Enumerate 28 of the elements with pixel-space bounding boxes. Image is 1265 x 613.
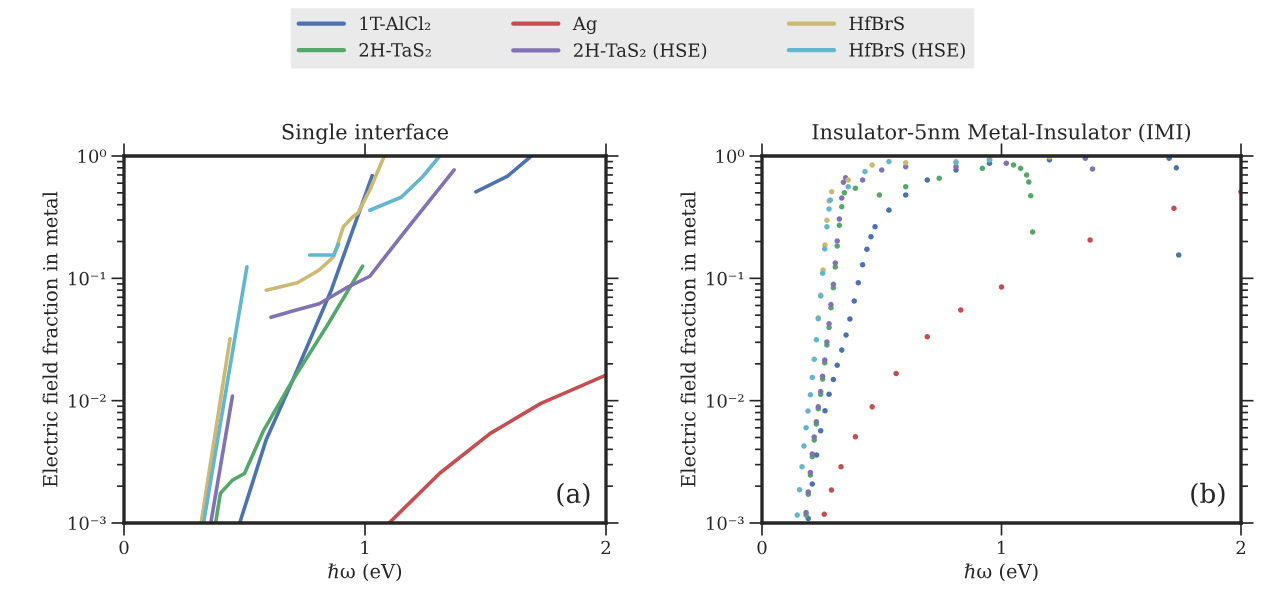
y-axis-title: Electric field fraction in metal bbox=[680, 191, 696, 487]
x-tick-label: 2 bbox=[1236, 540, 1245, 555]
x-tick-label: 1 bbox=[997, 540, 1005, 555]
y-tick-label: 10⁰ bbox=[78, 149, 107, 164]
x-tick-label: 0 bbox=[119, 540, 129, 555]
chart-title: Single interface bbox=[282, 123, 449, 144]
x-tick-label: 0 bbox=[757, 540, 767, 555]
y-tick-label: 10⁰ bbox=[716, 149, 745, 164]
legend-label: 2H-TaS₂ bbox=[359, 43, 431, 57]
y-axis-title: Electric field fraction in metal bbox=[42, 191, 58, 487]
x-tick-label: 1 bbox=[361, 540, 369, 555]
y-tick-label: 10⁻¹ bbox=[69, 271, 106, 286]
y-tick-label: 10⁻³ bbox=[707, 516, 744, 531]
legend-label: HfBrS bbox=[849, 16, 904, 31]
annotation: (a) bbox=[557, 482, 590, 507]
legend-label: 1T-AlCl₂ bbox=[360, 16, 431, 31]
annotation: (b) bbox=[1191, 482, 1225, 507]
y-tick-label: 10⁻¹ bbox=[707, 271, 744, 286]
y-tick-label: 10⁻³ bbox=[69, 516, 106, 531]
x-axis-title: ℏω (eV) bbox=[964, 563, 1038, 582]
legend-label: HfBrS (HSE) bbox=[849, 42, 965, 60]
x-tick-label: 2 bbox=[601, 540, 610, 555]
x-axis-title: ℏω (eV) bbox=[328, 563, 402, 582]
y-tick-label: 10⁻² bbox=[69, 394, 106, 408]
legend-label: Ag bbox=[572, 16, 597, 34]
legend-label: 2H-TaS₂ (HSE) bbox=[574, 43, 707, 60]
y-tick-label: 10⁻² bbox=[707, 394, 744, 408]
chart-title: Insulator-5nm Metal-Insulator (IMI) bbox=[812, 123, 1191, 143]
